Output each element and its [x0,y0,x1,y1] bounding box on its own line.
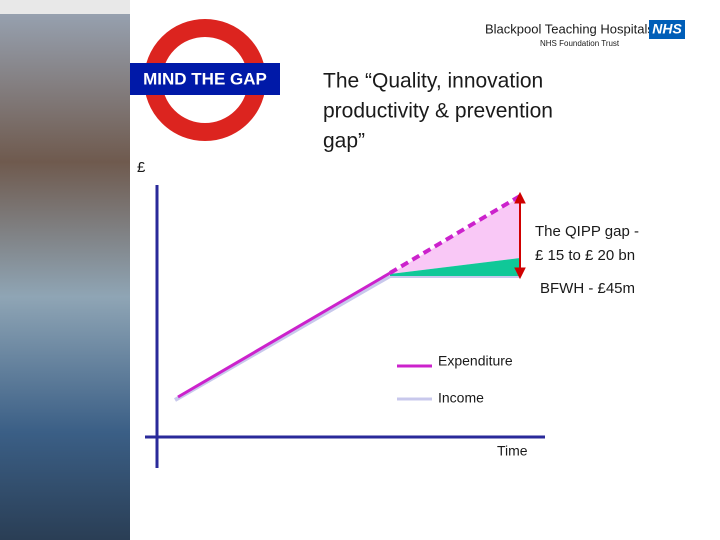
gap-label: The QIPP gap - [535,223,639,240]
title-line: The “Quality, innovation [323,70,543,93]
photo-strip [0,0,130,14]
legend-label: Income [438,390,484,406]
qipp-gap-area [390,197,520,274]
gap-label: £ 15 to £ 20 bn [535,247,635,264]
arrow-head [514,267,526,280]
local-gap-area [390,258,520,277]
org-name: Blackpool Teaching Hospitals [485,21,654,36]
title-line: gap” [323,130,365,153]
local-label: BFWH - £45m [540,280,635,297]
x-axis-label: Time [497,443,528,459]
title-line: productivity & prevention [323,100,553,123]
gap-arrow [514,191,526,280]
arrow-head [514,191,526,204]
legend-label: Expenditure [438,353,513,369]
nhs-box [649,20,685,39]
roundel-bar [130,63,280,95]
logo: Blackpool Teaching Hospitals NHS NHS Fou… [485,20,685,48]
expenditure-line [177,271,391,399]
nhs-mark: NHS [652,21,682,37]
roundel-text: MIND THE GAP [143,69,267,88]
org-sub: NHS Foundation Trust [540,39,620,48]
side-photo [0,0,130,540]
y-axis-label: £ [137,159,146,176]
roundel: MIND THE GAP [130,19,280,141]
